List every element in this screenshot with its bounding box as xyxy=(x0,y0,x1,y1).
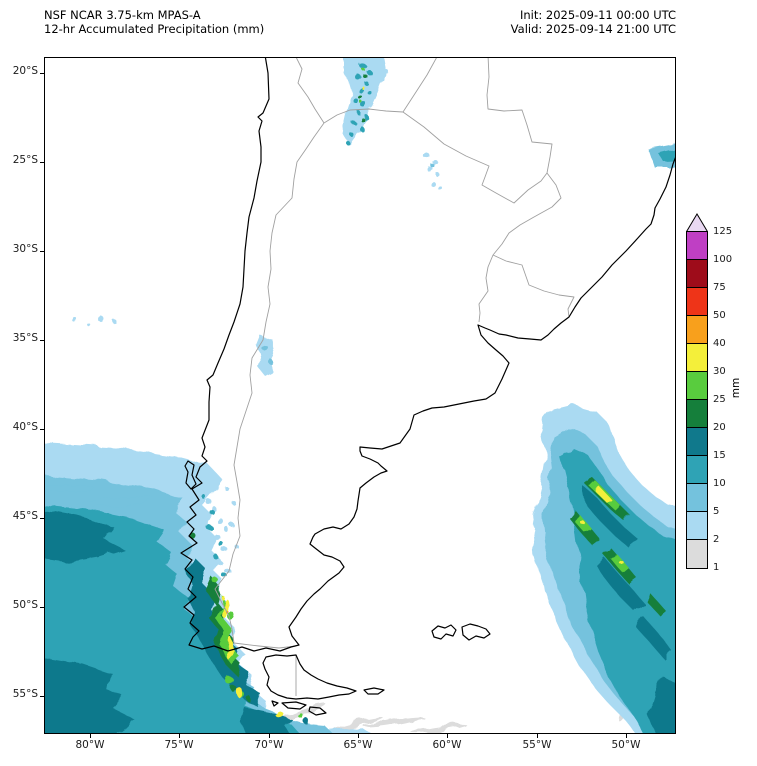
lon-tick-mark xyxy=(269,734,270,738)
colorbar-segment xyxy=(687,428,707,456)
colorbar-tick-label: 10 xyxy=(713,478,726,489)
colorbar-tick-label: 25 xyxy=(713,394,726,405)
lat-tick-label: 35°S xyxy=(12,332,38,344)
lon-tick-mark xyxy=(447,734,448,738)
colorbar-tick-label: 75 xyxy=(713,282,726,293)
lon-tick-mark xyxy=(537,734,538,738)
coastlines xyxy=(180,57,676,716)
colorbar-segment xyxy=(687,400,707,428)
lat-tick-mark xyxy=(40,696,44,697)
lon-tick-label: 75°W xyxy=(164,739,194,751)
lat-tick-label: 50°S xyxy=(12,599,38,611)
init-time: Init: 2025-09-11 00:00 UTC xyxy=(520,8,676,22)
valid-time: Valid: 2025-09-14 21:00 UTC xyxy=(510,22,676,36)
precip-layer xyxy=(44,57,676,734)
colorbar-tick-label: 2 xyxy=(713,534,720,545)
colorbar-segment xyxy=(687,344,707,372)
lat-tick-label: 40°S xyxy=(12,421,38,433)
lat-tick-label: 30°S xyxy=(12,243,38,255)
lon-tick-label: 50°W xyxy=(611,739,641,751)
lat-tick-mark xyxy=(40,340,44,341)
lat-tick-mark xyxy=(40,73,44,74)
lon-tick-mark xyxy=(626,734,627,738)
lon-tick-label: 65°W xyxy=(343,739,373,751)
model-name: NSF NCAR 3.75-km MPAS-A xyxy=(44,8,201,22)
product-title: 12-hr Accumulated Precipitation (mm) xyxy=(44,22,265,36)
lon-tick-mark xyxy=(179,734,180,738)
colorbar-segment xyxy=(687,372,707,400)
colorbar-tick-label: 1 xyxy=(713,562,720,573)
colorbar-segment xyxy=(687,540,707,568)
colorbar-tick-label: 30 xyxy=(713,366,726,377)
lon-tick-label: 60°W xyxy=(432,739,462,751)
colorbar-arrow xyxy=(685,213,709,232)
colorbar-tick-label: 50 xyxy=(713,310,726,321)
colorbar-segment xyxy=(687,288,707,316)
colorbar-segment xyxy=(687,260,707,288)
colorbar-tick-label: 15 xyxy=(713,450,726,461)
lat-tick-label: 45°S xyxy=(12,510,38,522)
lat-tick-mark xyxy=(40,162,44,163)
colorbar-segment xyxy=(687,456,707,484)
lon-tick-label: 80°W xyxy=(75,739,105,751)
lat-tick-label: 55°S xyxy=(12,688,38,700)
lon-tick-label: 55°W xyxy=(522,739,552,751)
lat-tick-label: 20°S xyxy=(12,65,38,77)
figure-header-left: NSF NCAR 3.75-km MPAS-A 12-hr Accumulate… xyxy=(44,8,264,36)
map-svg xyxy=(44,57,676,734)
colorbar-segment xyxy=(687,484,707,512)
lon-tick-mark xyxy=(358,734,359,738)
lat-tick-mark xyxy=(40,429,44,430)
lat-tick-mark xyxy=(40,518,44,519)
country-borders xyxy=(214,57,575,696)
lon-tick-label: 70°W xyxy=(254,739,284,751)
colorbar-segment xyxy=(687,232,707,260)
colorbar-tick-label: 5 xyxy=(713,506,720,517)
lat-tick-label: 25°S xyxy=(12,154,38,166)
colorbar-tick-label: 20 xyxy=(713,422,726,433)
lon-tick-mark xyxy=(90,734,91,738)
colorbar-segment xyxy=(687,512,707,540)
colorbar-tick-label: 100 xyxy=(713,254,733,265)
colorbar-tick-label: 40 xyxy=(713,338,726,349)
colorbar xyxy=(686,231,708,569)
colorbar-tick-label: 125 xyxy=(713,226,733,237)
colorbar-segment xyxy=(687,316,707,344)
lat-tick-mark xyxy=(40,251,44,252)
lat-tick-mark xyxy=(40,607,44,608)
figure-header-right: Init: 2025-09-11 00:00 UTC Valid: 2025-0… xyxy=(511,8,676,36)
